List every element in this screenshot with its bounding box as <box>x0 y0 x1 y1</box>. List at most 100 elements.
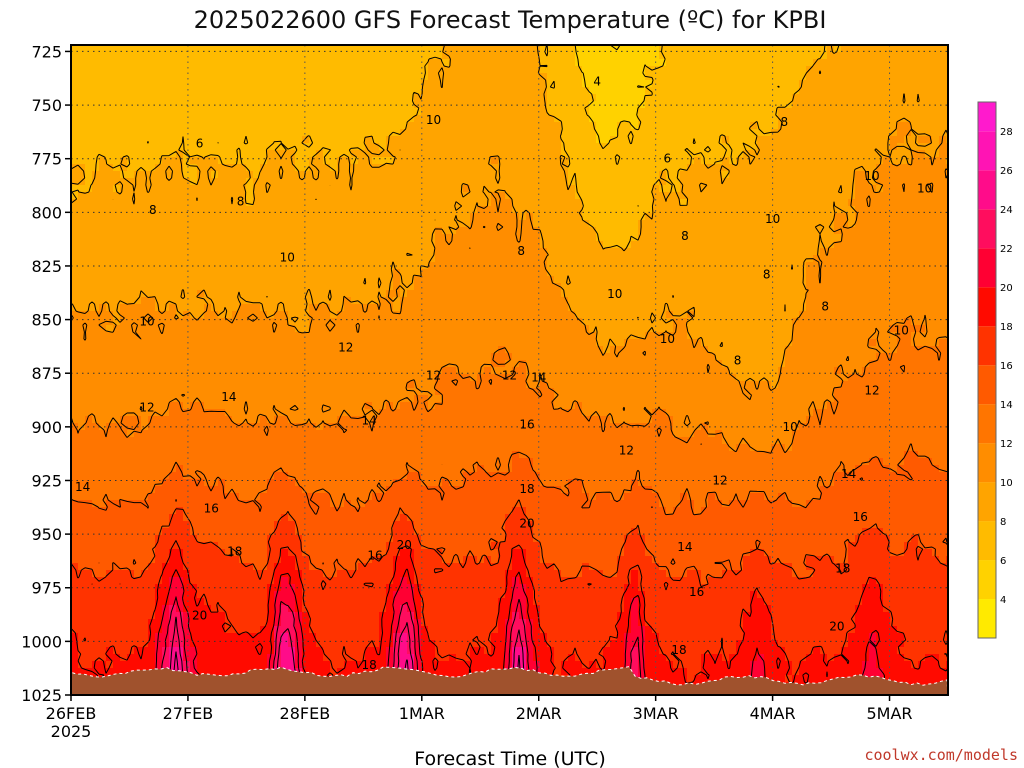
field-cell <box>589 164 597 172</box>
field-cell <box>288 199 296 207</box>
field-cell <box>295 59 303 67</box>
field-cell <box>554 157 562 165</box>
field-cell <box>596 136 604 144</box>
field-cell <box>393 45 401 53</box>
field-cell <box>498 213 506 221</box>
field-cell <box>449 304 457 312</box>
field-cell <box>806 227 814 235</box>
field-cell <box>141 241 149 249</box>
field-cell <box>253 227 261 235</box>
field-cell <box>92 73 100 81</box>
field-cell <box>463 73 471 81</box>
field-cell <box>379 269 387 277</box>
field-cell <box>246 318 254 326</box>
field-cell <box>589 318 597 326</box>
field-cell <box>708 87 716 95</box>
field-cell <box>673 52 681 60</box>
field-cell <box>519 318 527 326</box>
field-cell <box>750 248 758 256</box>
field-cell <box>862 199 870 207</box>
field-cell <box>316 269 324 277</box>
field-cell <box>659 129 667 137</box>
field-cell <box>190 304 198 312</box>
field-cell <box>204 87 212 95</box>
field-cell <box>407 122 415 130</box>
field-cell <box>680 143 688 151</box>
field-cell <box>85 220 93 228</box>
field-cell <box>540 185 548 193</box>
field-cell <box>211 311 219 319</box>
field-cell <box>918 59 926 67</box>
field-cell <box>330 45 338 53</box>
field-cell <box>778 59 786 67</box>
field-cell <box>323 192 331 200</box>
field-cell <box>302 241 310 249</box>
field-cell <box>554 178 562 186</box>
field-cell <box>372 248 380 256</box>
field-cell <box>932 157 940 165</box>
field-cell <box>330 136 338 144</box>
field-cell <box>540 318 548 326</box>
field-cell <box>687 66 695 74</box>
field-cell <box>71 59 79 67</box>
field-cell <box>470 157 478 165</box>
field-cell <box>267 227 275 235</box>
field-cell <box>204 150 212 158</box>
field-cell <box>365 227 373 235</box>
field-cell <box>92 185 100 193</box>
field-cell <box>911 143 919 151</box>
field-cell <box>540 178 548 186</box>
field-cell <box>904 276 912 284</box>
field-cell <box>631 157 639 165</box>
field-cell <box>344 164 352 172</box>
field-cell <box>365 87 373 95</box>
field-cell <box>715 192 723 200</box>
field-cell <box>582 283 590 291</box>
field-cell <box>554 206 562 214</box>
field-cell <box>505 129 513 137</box>
field-cell <box>841 122 849 130</box>
field-cell <box>169 297 177 305</box>
field-cell <box>722 66 730 74</box>
field-cell <box>218 185 226 193</box>
field-cell <box>659 52 667 60</box>
field-cell <box>253 80 261 88</box>
field-cell <box>715 73 723 81</box>
field-cell <box>393 52 401 60</box>
field-cell <box>316 213 324 221</box>
field-cell <box>547 248 555 256</box>
field-cell <box>134 213 142 221</box>
field-cell <box>645 269 653 277</box>
field-cell <box>610 206 618 214</box>
field-cell <box>232 80 240 88</box>
field-cell <box>470 304 478 312</box>
field-cell <box>162 52 170 60</box>
field-cell <box>792 213 800 221</box>
field-cell <box>344 171 352 179</box>
field-cell <box>841 129 849 137</box>
field-cell <box>890 283 898 291</box>
field-cell <box>197 276 205 284</box>
field-cell <box>288 94 296 102</box>
field-cell <box>736 80 744 88</box>
field-cell <box>505 234 513 242</box>
field-cell <box>617 304 625 312</box>
field-cell <box>351 101 359 109</box>
field-cell <box>288 178 296 186</box>
field-cell <box>85 115 93 123</box>
field-cell <box>330 199 338 207</box>
field-cell <box>456 129 464 137</box>
field-cell <box>932 122 940 130</box>
field-cell <box>190 220 198 228</box>
field-cell <box>512 262 520 270</box>
field-cell <box>197 311 205 319</box>
field-cell <box>169 213 177 221</box>
field-cell <box>442 311 450 319</box>
field-cell <box>491 66 499 74</box>
field-cell <box>225 206 233 214</box>
field-cell <box>260 248 268 256</box>
field-cell <box>477 318 485 326</box>
field-cell <box>71 318 79 326</box>
field-cell <box>848 52 856 60</box>
field-cell <box>267 136 275 144</box>
